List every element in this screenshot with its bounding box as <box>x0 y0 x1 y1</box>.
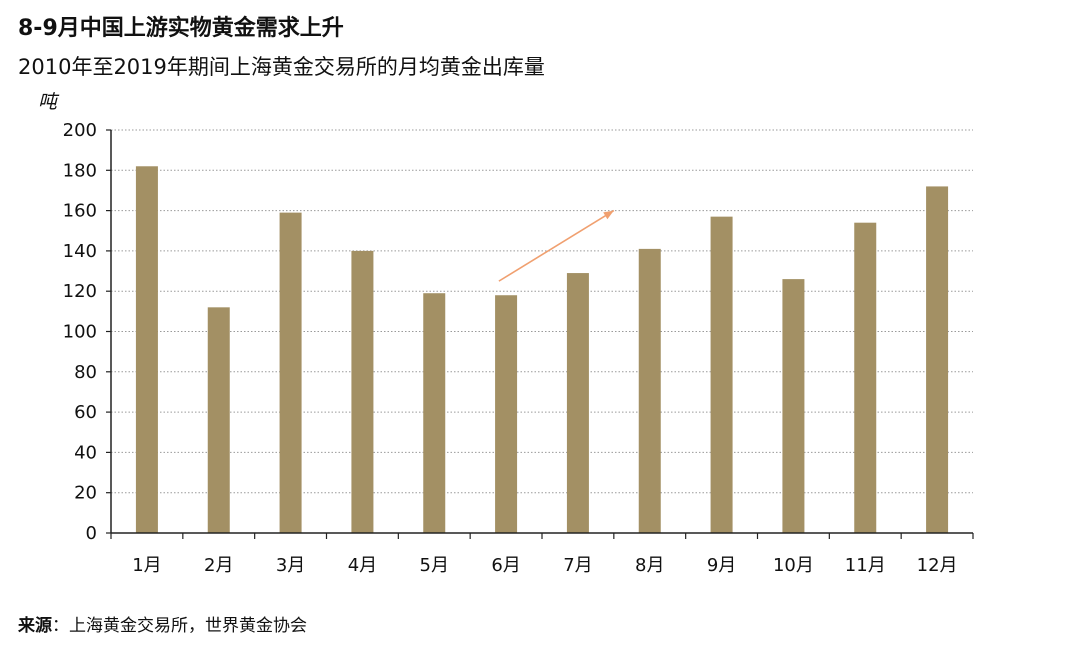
trend-annotation <box>498 209 615 282</box>
y-tick-label: 60 <box>74 402 97 423</box>
y-tick-label: 200 <box>63 120 97 141</box>
trend-arrow-line <box>498 209 615 282</box>
y-tick-label: 160 <box>63 201 97 222</box>
y-tick-label: 180 <box>63 160 97 181</box>
x-tick-label: 5月 <box>420 555 449 576</box>
bar-chart: 0 20 40 60 80 100 120 140 160 180 200 1月 2月 3月 4月 5月 6月… <box>38 91 974 576</box>
source-separator: ： <box>52 616 69 636</box>
bar-7 <box>566 273 589 533</box>
x-tick-labels: 1月 2月 3月 4月 5月 6月 7月 8月 9月 10月 11月 12月 <box>132 555 957 576</box>
y-tick-labels: 0 20 40 60 80 100 120 140 160 180 200 <box>63 120 97 544</box>
x-tick-label: 2月 <box>204 555 233 576</box>
x-tick-label: 10月 <box>773 555 814 576</box>
y-tick-label: 100 <box>63 322 97 343</box>
y-tick-label: 120 <box>63 281 97 302</box>
bar-10 <box>782 279 805 533</box>
source-note: 来源：上海黄金交易所，世界黄金协会 <box>18 613 307 639</box>
x-tick-label: 1月 <box>132 555 161 576</box>
y-tick-label: 40 <box>74 442 97 463</box>
source-label: 来源 <box>18 616 52 636</box>
axes <box>106 129 974 539</box>
y-axis-unit-label: 吨 <box>38 91 60 113</box>
chart-subtitle: 2010年至2019年期间上海黄金交易所的月均黄金出库量 <box>18 55 545 79</box>
bars <box>135 166 949 534</box>
x-tick-label: 11月 <box>845 555 886 576</box>
bar-3 <box>279 212 302 534</box>
x-tick-label: 6月 <box>491 555 520 576</box>
bar-2 <box>207 307 230 533</box>
trend-arrow-head <box>603 210 614 220</box>
bar-6 <box>495 295 518 533</box>
x-tick-label: 9月 <box>707 555 736 576</box>
bar-8 <box>638 248 661 533</box>
bar-4 <box>351 250 374 533</box>
y-tick-label: 20 <box>74 483 97 504</box>
x-tick-label: 7月 <box>563 555 592 576</box>
chart-title: 8-9月中国上游实物黄金需求上升 <box>18 16 344 41</box>
bar-12 <box>926 186 949 534</box>
y-tick-label: 80 <box>74 362 97 383</box>
bar-9 <box>710 216 733 533</box>
y-tick-label: 140 <box>63 241 97 262</box>
source-text: 上海黄金交易所，世界黄金协会 <box>69 616 307 636</box>
x-tick-label: 4月 <box>348 555 377 576</box>
bar-5 <box>423 293 446 533</box>
grid-lines <box>111 129 973 494</box>
bar-11 <box>854 222 877 533</box>
x-tick-label: 12月 <box>917 555 958 576</box>
x-tick-label: 8月 <box>635 555 664 576</box>
y-tick-label: 0 <box>86 523 97 544</box>
bar-1 <box>135 166 158 533</box>
x-tick-label: 3月 <box>276 555 305 576</box>
